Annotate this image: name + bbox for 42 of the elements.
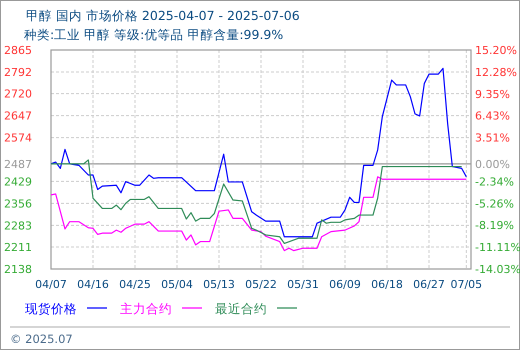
x-tick-label: 06/09 [329,278,361,291]
y2-tick-label: -14.03% [475,263,520,276]
y-tick-label: 2720 [4,88,32,101]
chart-subtitle: 种类:工业 甲醇 等级:优等品 甲醇含量:99.9% [24,27,284,42]
x-tick-label: 04/07 [35,278,67,291]
line-series [50,176,467,252]
chart-title: 甲醇 国内 市场价格 2025-04-07 - 2025-07-06 [26,8,300,23]
y2-tick-label: -5.26% [475,197,514,210]
legend-label: 现货价格 [25,301,77,316]
x-tick-label: 05/22 [245,278,277,291]
y-tick-label: 2138 [4,263,32,276]
x-tick-label: 06/18 [371,278,403,291]
y-tick-label: 2647 [4,110,32,123]
y2-tick-label: 6.43% [475,110,510,123]
y2-tick-label: 12.28% [475,66,517,79]
x-tick-label: 07/05 [450,278,482,291]
x-tick-label: 06/27 [413,278,445,291]
y-tick-label: 2792 [4,66,32,79]
y2-tick-label: 9.35% [475,88,510,101]
legend-label: 主力合约 [120,301,172,316]
x-tick-label: 04/25 [119,278,151,291]
y2-tick-label: -8.19% [475,219,514,232]
x-tick-label: 05/13 [203,278,235,291]
y2-tick-label: 15.20% [475,44,517,57]
y-tick-label: 2356 [4,197,32,210]
x-tick-label: 05/04 [161,278,193,291]
y2-tick-label: 3.51% [475,132,510,145]
y-tick-label: 2429 [4,175,32,188]
y-tick-label: 2487 [4,158,32,171]
y-tick-label: 2574 [4,132,32,145]
text: © 2025.07 [10,332,73,346]
y-tick-label: 2865 [4,44,32,57]
y2-tick-label: -2.34% [475,175,514,188]
line-series [50,159,462,244]
x-tick-label: 04/16 [77,278,109,291]
x-tick-label: 05/31 [287,278,319,291]
y2-tick-label: 0.00% [475,158,510,171]
line-series [50,68,467,238]
legend-label: 最近合约 [215,301,267,316]
y-tick-label: 2283 [4,219,32,232]
y2-tick-label: -11.11% [475,241,520,254]
y-tick-label: 2211 [4,241,32,254]
